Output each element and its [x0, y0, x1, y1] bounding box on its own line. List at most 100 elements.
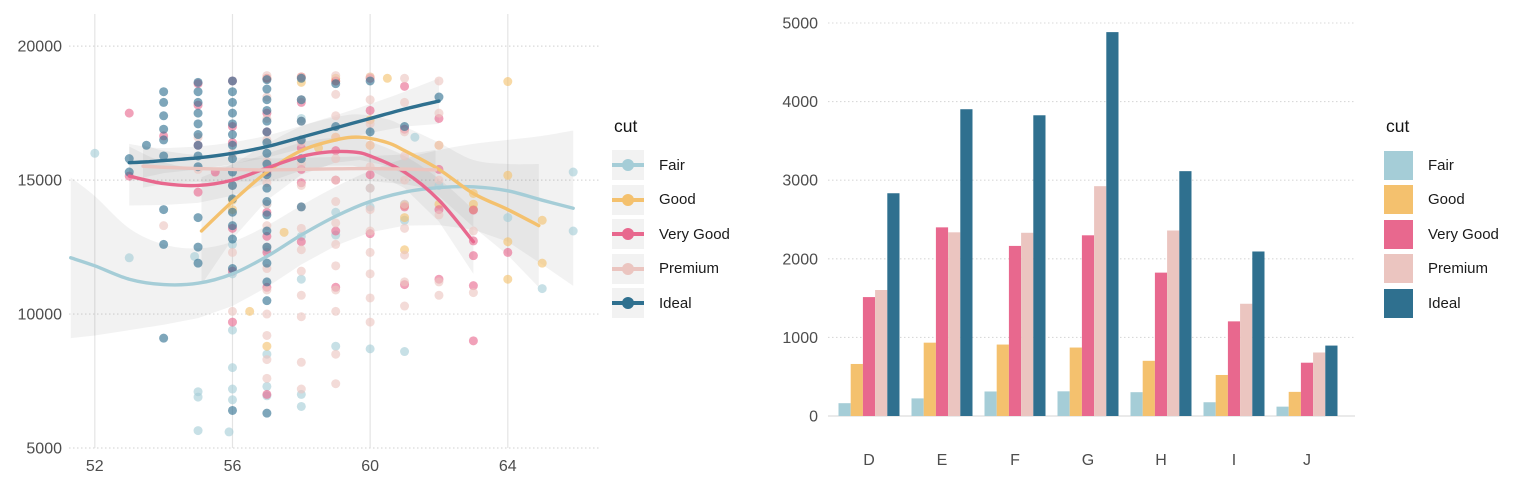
scatter-point — [193, 108, 203, 118]
legend-label-ideal: Ideal — [1428, 294, 1461, 312]
scatter-point — [159, 135, 169, 145]
scatter-point — [468, 336, 478, 346]
scatter-point — [296, 312, 306, 322]
x-tick-label: F — [1010, 452, 1020, 469]
scatter-point — [434, 140, 444, 150]
scatter-point — [568, 167, 578, 177]
legend-label-good: Good — [1428, 191, 1465, 208]
smooth-curve-good — [199, 135, 541, 233]
bars — [838, 32, 1338, 417]
bar-fair-D — [838, 403, 851, 416]
scatter-point — [331, 306, 341, 316]
legend-item-ideal: Ideal — [1384, 288, 1499, 318]
bar-fair-E — [911, 398, 924, 416]
bar-ideal-I — [1252, 251, 1265, 416]
scatter-point — [537, 284, 547, 294]
scatter-point — [279, 227, 289, 237]
scatter-point — [262, 75, 272, 85]
smooth-curve-ideal — [127, 99, 441, 165]
legend-item-very-good: Very Good — [1384, 219, 1499, 249]
scatter-point — [434, 210, 444, 220]
smooth-curve-premium — [141, 164, 438, 172]
scatter-point — [331, 226, 341, 236]
legend-item-ideal: Ideal — [612, 288, 730, 318]
scatter-point — [193, 213, 203, 223]
scatter-point — [245, 306, 255, 316]
scatter-point — [262, 355, 272, 365]
scatter-point — [434, 175, 444, 185]
scatter-point — [159, 97, 169, 107]
legend-item-fair: Fair — [1384, 150, 1499, 180]
x-tick-label: G — [1082, 452, 1094, 469]
scatter-point — [296, 357, 306, 367]
legend-label-good: Good — [659, 191, 696, 208]
scatter-point — [400, 199, 410, 209]
scatter-point — [503, 77, 513, 87]
scatter-point — [296, 180, 306, 190]
bar-ideal-J — [1325, 345, 1338, 416]
scatter-point — [296, 274, 306, 284]
scatter-point — [296, 245, 306, 255]
scatter-point — [227, 87, 237, 97]
scatter-point — [193, 387, 203, 397]
scatter-point — [296, 384, 306, 394]
confidence-band-fair — [70, 130, 574, 339]
y-tick-label: 20000 — [18, 39, 63, 56]
scatter-point — [124, 167, 134, 177]
bar-good-D — [850, 363, 863, 416]
scatter-point — [331, 285, 341, 295]
scatter-point — [262, 258, 272, 268]
scatter-point — [262, 389, 272, 399]
legend-label-very-good: Very Good — [659, 225, 730, 243]
scatter-point — [296, 266, 306, 276]
scatter-point — [193, 97, 203, 107]
scatter-point — [124, 253, 134, 263]
bar-premium-F — [1021, 232, 1034, 416]
scatter-point — [262, 95, 272, 105]
scatter-chart-legend: cut Fair Good Very Good Premium Ideal — [612, 116, 730, 323]
scatter-point — [331, 71, 341, 81]
scatter-point — [434, 290, 444, 300]
scatter-point — [227, 325, 237, 335]
scatter-smooth-chart: 5000 10000 15000 20000 52 56 60 64 — [18, 14, 599, 475]
scatter-point — [503, 274, 513, 284]
scatter-point — [262, 226, 272, 236]
scatter-point — [410, 132, 420, 142]
scatter-point — [262, 197, 272, 207]
y-tick-label: 3000 — [782, 173, 818, 190]
scatter-point — [227, 221, 237, 231]
scatter-point — [365, 127, 375, 137]
bar-very-good-I — [1227, 321, 1241, 416]
scatter-point — [434, 277, 444, 287]
scatter-point — [400, 277, 410, 287]
legend-label-ideal: Ideal — [659, 294, 692, 312]
bar-very-good-D — [862, 297, 876, 416]
line-point-key-icon — [612, 184, 644, 215]
scatter-point — [262, 330, 272, 340]
scatter-point — [262, 84, 272, 94]
scatter-point — [365, 247, 375, 257]
line-point-key-icon — [612, 219, 644, 249]
scatter-point — [434, 108, 444, 118]
bar-fair-I — [1203, 402, 1216, 416]
bar-fair-F — [984, 391, 997, 416]
scatter-point — [331, 239, 341, 249]
bar-good-F — [996, 344, 1009, 416]
scatter-point — [227, 234, 237, 244]
legend-item-good: Good — [612, 184, 730, 215]
scatter-point — [365, 205, 375, 215]
legend-label-fair: Fair — [659, 156, 685, 174]
scatter-point — [365, 76, 375, 86]
scatter-point — [331, 79, 341, 89]
y-tick-label: 5000 — [26, 441, 62, 458]
scatter-point — [262, 277, 272, 287]
scatter-point — [468, 226, 478, 236]
scatter-point — [262, 242, 272, 252]
scatter-point — [400, 151, 410, 161]
y-tick-label: 5000 — [782, 16, 818, 33]
color-swatch-icon — [1384, 219, 1413, 249]
bar-chart-legend: cut Fair Good Very Good Premium Ideal — [1384, 116, 1499, 323]
scatter-point — [400, 223, 410, 233]
scatter-point — [159, 151, 169, 161]
scatter-point — [503, 213, 513, 223]
